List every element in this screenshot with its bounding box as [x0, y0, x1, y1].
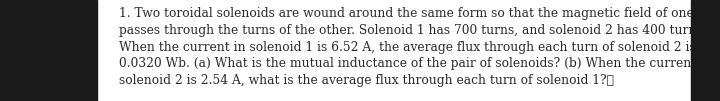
- Text: 1. Two toroidal solenoids are wound around the same form so that the magnetic fi: 1. Two toroidal solenoids are wound arou…: [119, 7, 712, 87]
